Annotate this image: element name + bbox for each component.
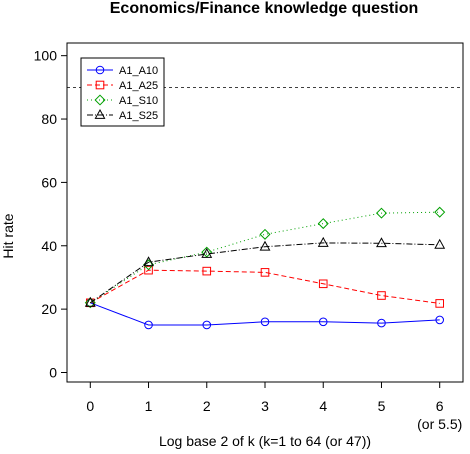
legend: A1_A10 A1_A25 A1_S10 A1_S25 <box>80 57 165 127</box>
x-tick-extra-label: (or 5.5) <box>417 416 462 432</box>
point-A1_A10-2 <box>202 320 212 330</box>
y-tick-label-60: 60 <box>41 174 57 190</box>
legend-label-A1_A25: A1_A25 <box>119 80 158 92</box>
series-A1_A10 <box>85 298 445 330</box>
point-A1_S25-1 <box>143 256 154 267</box>
point-A1_S25-5 <box>376 237 387 248</box>
x-tick-label-3: 3 <box>261 398 269 414</box>
point-A1_S10-0 <box>84 297 96 309</box>
point-A1_S25-0 <box>84 296 96 307</box>
x-tick-label-2: 2 <box>203 398 211 414</box>
series-A1_S25 <box>84 236 446 307</box>
series-line-A1_A10 <box>90 302 440 326</box>
series-line-A1_S10 <box>90 211 440 304</box>
point-A1_A10-1 <box>144 320 153 330</box>
y-axis-label: Hit rate <box>0 213 16 258</box>
point-A1_A25-6 <box>435 299 445 308</box>
legend-marker-A1_A10 <box>95 65 105 75</box>
point-A1_S25-6 <box>434 238 446 249</box>
x-tick-label-0: 0 <box>86 398 94 414</box>
chart-title: Economics/Finance knowledge question <box>110 0 419 17</box>
point-A1_A25-4 <box>318 279 328 289</box>
point-A1_S25-4 <box>317 236 329 247</box>
point-A1_A25-5 <box>377 291 386 300</box>
series-line-A1_A25 <box>90 269 440 304</box>
y-tick-label-40: 40 <box>41 238 57 254</box>
legend-box <box>80 57 165 127</box>
x-tick-label-4: 4 <box>319 398 327 414</box>
y-tick-label-80: 80 <box>41 111 57 127</box>
point-A1_A10-3 <box>260 317 270 327</box>
x-tick-label-5: 5 <box>378 398 386 414</box>
x-axis: 0 1 2 3 4 5 6 (or 5.5) <box>86 381 462 432</box>
point-A1_S25-2 <box>201 247 213 258</box>
point-A1_S10-4 <box>317 218 329 230</box>
y-tick-label-100: 100 <box>34 48 58 64</box>
point-A1_A10-5 <box>377 318 386 328</box>
legend-marker-A1_S10 <box>94 94 106 106</box>
x-tick-label-6: 6 <box>436 398 444 414</box>
legend-entry-A1_A10: A1_A10 <box>87 65 158 77</box>
point-A1_A25-1 <box>144 265 153 275</box>
series-layer <box>84 206 446 330</box>
y-tick-label-0: 0 <box>49 364 57 380</box>
legend-marker-A1_A25 <box>95 80 105 90</box>
point-A1_A25-3 <box>260 268 270 277</box>
y-tick-label-20: 20 <box>41 301 57 317</box>
series-A1_S10 <box>84 206 446 309</box>
x-tick-label-1: 1 <box>145 398 153 414</box>
legend-entry-A1_S10: A1_S10 <box>87 94 158 107</box>
y-axis: 0 20 40 60 80 100 <box>34 48 68 380</box>
point-A1_A10-4 <box>318 317 328 327</box>
series-A1_A25 <box>85 265 445 308</box>
legend-label-A1_S25: A1_S25 <box>119 110 158 122</box>
series-line-A1_S25 <box>90 242 440 304</box>
point-A1_S10-3 <box>259 228 271 240</box>
legend-entry-A1_S25: A1_S25 <box>87 108 158 122</box>
legend-entry-A1_A25: A1_A25 <box>87 80 158 92</box>
legend-label-A1_S10: A1_S10 <box>119 95 158 107</box>
x-axis-label: Log base 2 of k (k=1 to 64 (or 47)) <box>159 433 371 449</box>
point-A1_S10-2 <box>201 246 213 258</box>
point-A1_S10-5 <box>375 207 387 219</box>
point-A1_A10-6 <box>435 315 445 325</box>
legend-label-A1_A10: A1_A10 <box>119 65 158 77</box>
point-A1_S25-3 <box>259 240 271 251</box>
point-A1_A25-2 <box>202 266 212 276</box>
point-A1_S10-6 <box>434 206 446 218</box>
legend-marker-A1_S25 <box>94 108 106 119</box>
